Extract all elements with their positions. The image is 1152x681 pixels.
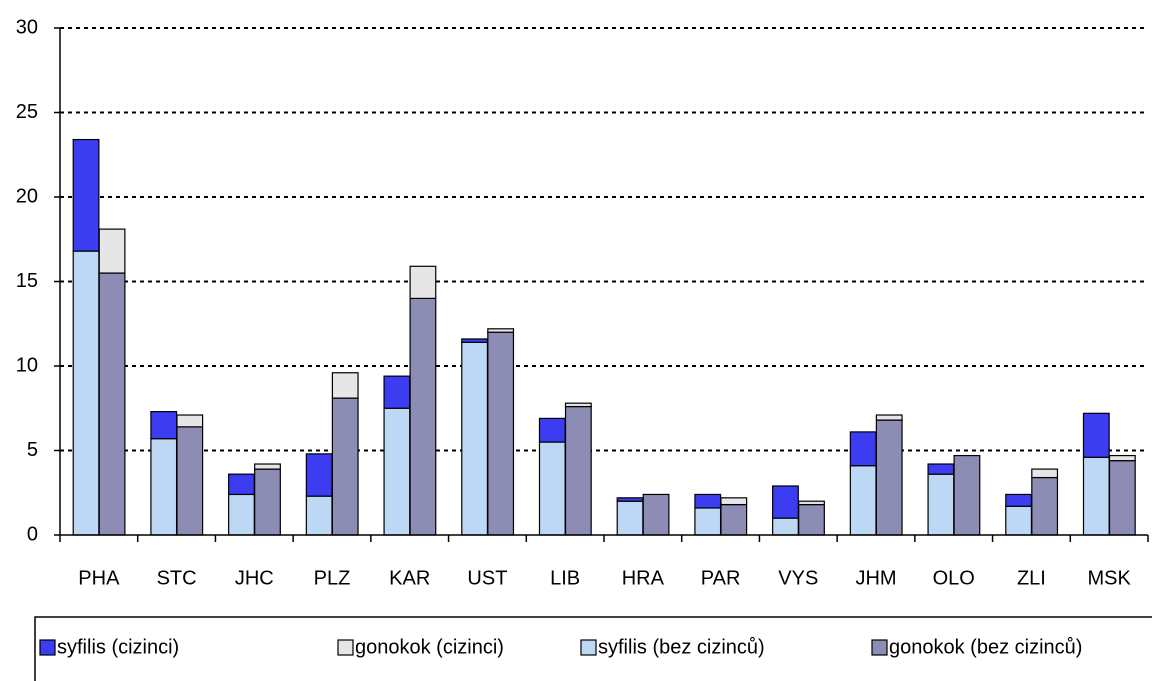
x-tick-label: VYS <box>778 567 818 589</box>
y-tick-label: 0 <box>27 523 38 545</box>
bar-segment <box>228 473 255 496</box>
bar-segment <box>383 375 411 409</box>
bar-segment <box>1108 454 1136 462</box>
bar-segment <box>1031 468 1059 479</box>
x-tick-label: KAR <box>389 567 430 589</box>
bar-segment <box>461 341 489 536</box>
bar-segment <box>772 517 799 536</box>
bar-segment <box>642 493 670 536</box>
bar-segment <box>875 414 903 421</box>
x-tick-label: MSK <box>1087 567 1131 589</box>
legend-label: gonokok (cizinci) <box>355 636 504 658</box>
bar-segment <box>150 438 178 536</box>
bar-segment <box>72 250 100 536</box>
bar-segment <box>72 138 100 252</box>
bar-segment <box>953 454 981 536</box>
bar-segment <box>875 419 903 536</box>
bar-segment <box>798 503 825 536</box>
x-tick-label: UST <box>467 567 507 589</box>
bar-segment <box>849 465 877 536</box>
legend-swatch <box>871 639 888 656</box>
x-tick-label: PAR <box>701 567 741 589</box>
legend-label: syfilis (bez cizinců) <box>598 636 765 658</box>
x-tick-label: OLO <box>933 567 975 589</box>
bar-segment <box>1082 456 1110 536</box>
bar-segment <box>305 453 333 497</box>
x-tick-label: HRA <box>622 567 665 589</box>
bar-segment <box>694 507 722 536</box>
bar-segment <box>538 417 566 443</box>
bar-segment <box>538 441 566 536</box>
bar-segment <box>487 331 515 536</box>
x-tick-label: PLZ <box>314 567 351 589</box>
bar-segment <box>564 405 592 536</box>
bar-segment <box>409 297 437 536</box>
y-tick-label: 15 <box>16 270 38 292</box>
legend-swatch <box>337 639 354 656</box>
x-tick-label: STC <box>157 567 197 589</box>
x-tick-label: JHC <box>235 567 274 589</box>
bar-segment <box>461 338 489 343</box>
bar-segment <box>331 372 359 399</box>
bar-segment <box>616 497 644 502</box>
bar-segment <box>694 493 722 509</box>
legend-swatch <box>580 639 597 656</box>
x-tick-label: ZLI <box>1017 567 1046 589</box>
legend-box <box>34 616 1152 681</box>
bar-segment <box>176 414 204 428</box>
x-tick-label: PHA <box>78 567 120 589</box>
bar-segment <box>1031 476 1059 536</box>
legend-swatch <box>39 639 56 656</box>
bar-segment <box>927 473 955 536</box>
bar-segment <box>1005 505 1033 536</box>
y-tick-label: 5 <box>27 439 38 461</box>
bar-segment <box>254 463 281 470</box>
bar-segment <box>150 411 178 440</box>
bar-segment <box>564 402 592 408</box>
bar-segment <box>720 503 748 536</box>
bar-segment <box>1005 493 1033 507</box>
x-tick-label: LIB <box>550 567 580 589</box>
bar-segment <box>383 407 411 536</box>
y-tick-label: 10 <box>16 354 38 376</box>
bar-segment <box>331 397 359 536</box>
legend-label: syfilis (cizinci) <box>57 636 179 658</box>
bar-segment <box>305 495 333 536</box>
y-tick-label: 20 <box>16 185 38 207</box>
bar-segment <box>228 493 255 536</box>
legend-label: gonokok (bez cizinců) <box>889 636 1082 658</box>
bar-segment <box>409 265 437 300</box>
y-tick-label: 30 <box>16 16 38 38</box>
bar-segment <box>487 328 515 333</box>
bar-segment <box>798 500 825 506</box>
bar-segment <box>720 497 748 506</box>
bar-segment <box>98 228 126 274</box>
bar-segment <box>98 272 126 536</box>
bar-segment <box>254 468 281 536</box>
bar-segment <box>1082 412 1110 458</box>
bar-segment <box>849 431 877 467</box>
bar-segment <box>1108 460 1136 536</box>
x-tick-label: JHM <box>855 567 896 589</box>
y-tick-label: 25 <box>16 101 38 123</box>
bar-segment <box>176 426 204 536</box>
bar-segment <box>927 463 955 475</box>
bar-segment <box>772 485 799 519</box>
bar-segment <box>616 500 644 536</box>
